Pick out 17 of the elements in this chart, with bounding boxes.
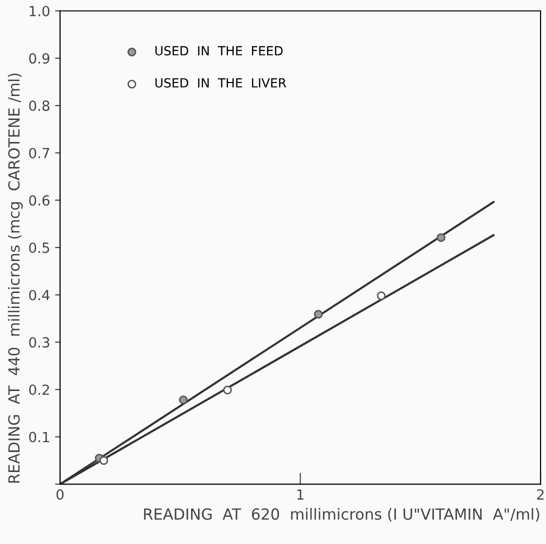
- x-axis-title: READING AT 620 millimicrons (I U"VITAMIN A"/ml): [144, 508, 540, 522]
- y-tick-label: 0.3: [29, 337, 50, 348]
- y-tick-label: 0.5: [29, 242, 50, 253]
- legend-label: USED IN THE LIVER: [155, 78, 286, 88]
- y-tick-label: 0.4: [29, 290, 50, 300]
- y-tick-label: 0.7: [29, 148, 50, 158]
- y-tick-label: 0.6: [29, 195, 50, 206]
- x-tick-label: 1: [297, 489, 304, 500]
- y-tick-label: 0.1: [29, 432, 50, 442]
- x-tick-label: 0: [56, 489, 64, 500]
- y-tick-label: 0.9: [29, 53, 50, 64]
- x-tick-label: 2: [537, 489, 544, 500]
- y-tick-label: 1.0: [30, 6, 50, 16]
- y-tick-label: 0.8: [29, 100, 50, 112]
- y-axis-title: READING AT 440 millimicrons (mcg CAROTENE /ml): [8, 74, 23, 483]
- legend-label: USED IN THE FEED: [155, 46, 283, 56]
- y-tick-label: 0.2: [29, 384, 49, 395]
